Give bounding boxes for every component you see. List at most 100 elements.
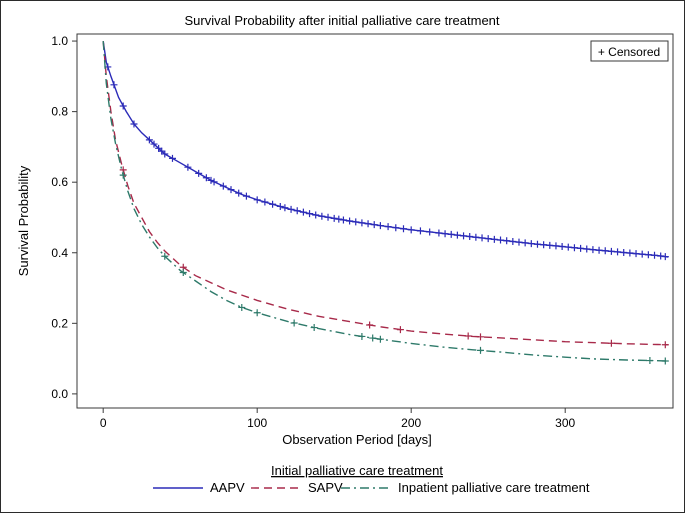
censor-mark <box>661 341 669 349</box>
censor-mark <box>607 339 615 347</box>
censor-mark <box>399 225 407 233</box>
censor-mark <box>287 205 295 213</box>
censor-mark <box>339 216 347 224</box>
censor-mark <box>195 169 203 177</box>
censor-mark <box>620 248 628 256</box>
series-layer <box>102 40 669 365</box>
censor-mark <box>253 196 261 204</box>
censor-mark <box>119 102 127 110</box>
censor-mark <box>202 174 210 182</box>
censor-mark <box>376 222 384 230</box>
censor-mark <box>509 237 517 245</box>
censor-mark <box>651 251 659 259</box>
plot-area <box>76 33 674 409</box>
censor-mark <box>515 238 523 246</box>
censor-mark <box>376 335 384 343</box>
censor-mark <box>601 247 609 255</box>
series-legend: Initial palliative care treatment AAPV SA… <box>153 463 590 495</box>
censor-mark <box>453 231 461 239</box>
y-tick-label: 1.0 <box>51 34 68 48</box>
censor-mark <box>527 240 535 248</box>
censor-mark <box>358 332 366 340</box>
censor-mark <box>369 334 377 342</box>
series-line-inpatient-palliative-care-treatment <box>102 41 669 362</box>
censor-mark <box>476 333 484 341</box>
censor-mark <box>484 235 492 243</box>
censor-mark <box>632 250 640 258</box>
censor-mark <box>293 207 301 215</box>
x-tick-label: 200 <box>401 416 421 430</box>
legend-label-inpatient-palliative-care-treatment: Inpatient palliative care treatment <box>398 480 590 495</box>
censor-mark <box>540 241 548 249</box>
chart-title: Survival Probability after initial palli… <box>184 13 499 28</box>
censor-mark <box>638 250 646 258</box>
censor-mark <box>392 224 400 232</box>
censor-mark <box>447 230 455 238</box>
censor-mark <box>384 223 392 231</box>
series-aapv <box>102 40 669 261</box>
censor-mark <box>150 140 158 148</box>
censored-legend-label: + Censored <box>598 45 660 59</box>
censor-mark <box>366 321 374 329</box>
censor-mark <box>426 228 434 236</box>
x-axis-label: Observation Period [days] <box>282 432 432 447</box>
censor-mark <box>335 215 343 223</box>
censor-mark <box>281 204 289 212</box>
series-sapv <box>102 41 669 349</box>
censor-mark <box>145 136 153 144</box>
censor-mark <box>210 178 218 186</box>
censored-legend: + Censored <box>590 40 669 62</box>
censor-mark <box>306 210 314 218</box>
censor-mark <box>235 189 243 197</box>
censor-mark <box>299 208 307 216</box>
censor-mark <box>564 243 572 251</box>
censor-mark <box>261 198 269 206</box>
axes: 0 100 200 300 0.0 0.2 0.4 0.6 0.8 1.0 <box>51 34 575 430</box>
y-tick-label: 0.4 <box>51 246 68 260</box>
censor-mark <box>370 221 378 229</box>
censor-mark <box>589 246 597 254</box>
censor-mark <box>253 309 261 317</box>
legend-title: Initial palliative care treatment <box>271 463 443 478</box>
censor-mark <box>441 230 449 238</box>
censor-mark <box>242 192 250 200</box>
censor-mark <box>269 200 277 208</box>
censor-mark <box>227 186 235 194</box>
censor-mark <box>570 244 578 252</box>
censor-mark <box>476 346 484 354</box>
censor-mark <box>358 219 366 227</box>
y-axis-label: Survival Probability <box>16 165 31 276</box>
censor-mark <box>238 303 246 311</box>
x-tick-label: 100 <box>247 416 267 430</box>
censor-mark <box>352 218 360 226</box>
censor-mark <box>460 232 468 240</box>
censored-legend-box <box>590 40 669 62</box>
censor-mark <box>407 226 415 234</box>
censor-mark <box>276 202 284 210</box>
censor-mark <box>330 214 338 222</box>
censor-mark <box>558 242 566 250</box>
censor-mark <box>657 252 665 260</box>
censor-mark <box>161 150 169 158</box>
censor-mark <box>219 182 227 190</box>
y-tick-label: 0.0 <box>51 387 68 401</box>
censor-mark <box>595 246 603 254</box>
y-tick-label: 0.8 <box>51 105 68 119</box>
censor-mark <box>552 242 560 250</box>
censor-mark <box>583 245 591 253</box>
censor-mark <box>644 251 652 259</box>
censor-mark <box>184 163 192 171</box>
legend-label-aapv: AAPV <box>210 480 245 495</box>
censor-mark <box>179 269 187 277</box>
censor-mark <box>614 248 622 256</box>
censor-mark <box>435 229 443 237</box>
x-tick-label: 0 <box>100 416 107 430</box>
censor-mark <box>521 239 529 247</box>
censor-mark <box>646 357 654 365</box>
censor-mark <box>497 236 505 244</box>
censor-mark <box>533 240 541 248</box>
censor-mark <box>364 220 372 228</box>
censor-mark <box>464 332 472 340</box>
